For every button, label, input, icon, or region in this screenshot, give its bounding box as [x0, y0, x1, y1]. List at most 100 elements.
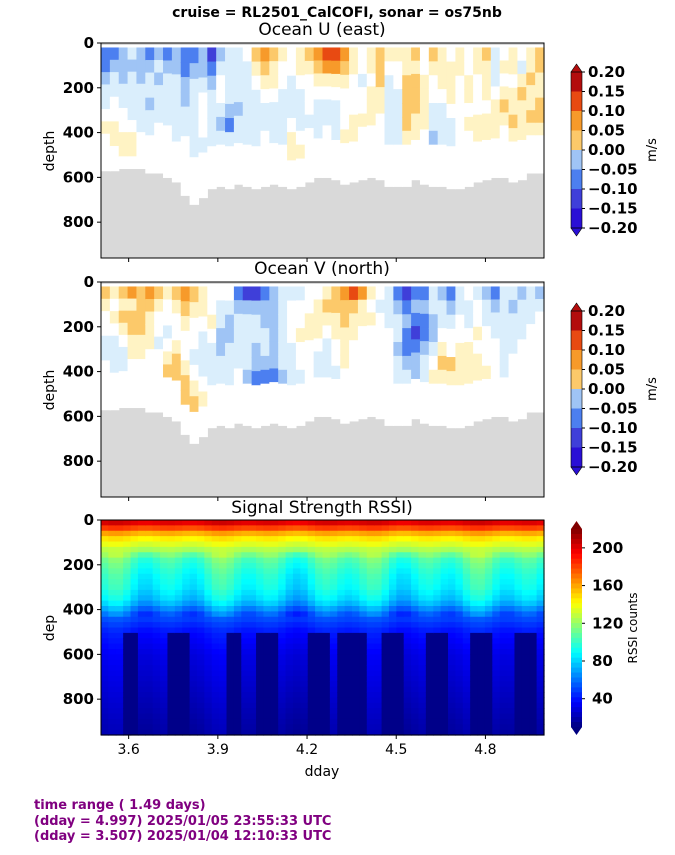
rssi-cell: [492, 563, 501, 569]
velocity-cell: [455, 174, 465, 190]
velocity-cell: [357, 100, 368, 115]
rssi-cell: [101, 622, 109, 629]
rssi-cell: [307, 681, 316, 688]
velocity-cell: [304, 407, 315, 422]
rssi-cell: [130, 568, 139, 575]
velocity-cell: [180, 136, 191, 152]
velocity-cell: [411, 87, 421, 101]
velocity-cell: [109, 286, 120, 300]
velocity-cell: [304, 367, 315, 382]
rssi-cell: [152, 681, 161, 688]
surface-gap: [154, 284, 164, 287]
velocity-cell: [419, 341, 430, 356]
velocity-cell: [154, 374, 164, 388]
rssi-cell: [189, 697, 198, 704]
velocity-cell: [322, 403, 332, 417]
velocity-cell: [171, 47, 182, 62]
velocity-cell: [357, 326, 368, 340]
rssi-cell: [307, 729, 316, 736]
rssi-cell: [344, 627, 353, 634]
rssi-cell: [226, 616, 235, 623]
surface-gap: [349, 45, 359, 48]
rssi-cell: [174, 622, 183, 629]
velocity-cell: [455, 75, 465, 91]
velocity-cell: [101, 158, 111, 172]
velocity-cell: [331, 405, 341, 420]
rssi-cell: [322, 638, 331, 645]
rssi-cell: [315, 541, 324, 548]
rssi-cell: [263, 702, 272, 709]
velocity-cell: [225, 371, 235, 386]
rssi-cell: [440, 713, 449, 720]
rssi-cell: [189, 622, 198, 629]
rssi-cell: [396, 729, 405, 736]
rssi-cell: [270, 702, 279, 709]
rssi-cell: [174, 643, 183, 650]
rssi-cell: [108, 654, 117, 661]
rssi-cell: [137, 622, 146, 629]
surface-gap: [455, 45, 465, 48]
velocity-cell: [508, 74, 519, 89]
rssi-cell: [189, 643, 198, 650]
velocity-cell: [180, 106, 191, 122]
rssi-cell: [174, 536, 183, 543]
surface-gap: [171, 284, 182, 287]
rssi-cell: [455, 686, 464, 693]
rssi-cell: [396, 659, 405, 666]
rssi-cell: [101, 606, 109, 612]
rssi-cell: [263, 536, 272, 543]
velocity-cell: [375, 326, 386, 340]
velocity-cell: [464, 61, 474, 76]
rssi-cell: [123, 563, 132, 569]
colorbar-tick-label: −0.20: [588, 219, 638, 237]
rssi-cell: [381, 665, 390, 672]
rssi-cell: [101, 675, 109, 682]
rssi-cell: [248, 638, 257, 645]
rssi-cell: [344, 713, 353, 720]
velocity-cell: [189, 286, 200, 303]
velocity-cell: [127, 132, 138, 145]
velocity-cell: [446, 399, 456, 415]
velocity-cell: [269, 102, 279, 117]
rssi-cell: [536, 541, 545, 548]
rssi-cell: [507, 702, 516, 709]
rssi-cell: [536, 654, 545, 661]
rssi-cell: [381, 622, 390, 629]
rssi-cell: [152, 659, 161, 666]
velocity-cell: [145, 97, 155, 111]
rssi-cell: [219, 675, 228, 682]
rssi-cell: [403, 659, 412, 666]
rssi-cell: [101, 573, 109, 580]
rssi-cell: [123, 579, 132, 586]
velocity-cell: [535, 311, 545, 325]
rssi-cell: [137, 708, 146, 715]
rssi-cell: [256, 552, 265, 559]
rssi-cell: [270, 536, 279, 543]
rssi-cell: [211, 584, 220, 591]
colorbar-segment: [571, 717, 582, 723]
velocity-cell: [251, 300, 262, 316]
velocity-cell: [269, 300, 279, 315]
velocity-cell: [526, 160, 536, 174]
velocity-cell: [136, 310, 146, 324]
velocity-cell: [216, 397, 226, 413]
rssi-cell: [270, 697, 279, 704]
velocity-cell: [411, 113, 421, 128]
time-range-footer: time range ( 1.49 days) (dday = 4.997) 2…: [34, 798, 331, 845]
velocity-cell: [109, 158, 120, 172]
rssi-cell: [174, 616, 183, 623]
rssi-cell: [388, 530, 397, 537]
rssi-cell: [396, 697, 405, 704]
colorbar-segment: [571, 543, 582, 550]
rssi-cell: [278, 568, 287, 575]
rssi-cell: [433, 530, 442, 537]
rssi-cell: [196, 606, 205, 612]
rssi-cell: [374, 520, 383, 526]
rssi-cell: [381, 702, 390, 709]
rssi-cell: [270, 729, 279, 736]
rssi-cell: [448, 611, 456, 618]
velocity-cell: [393, 47, 403, 62]
rssi-cell: [337, 600, 346, 607]
rssi-cell: [499, 654, 508, 661]
rssi-cell: [211, 622, 220, 629]
